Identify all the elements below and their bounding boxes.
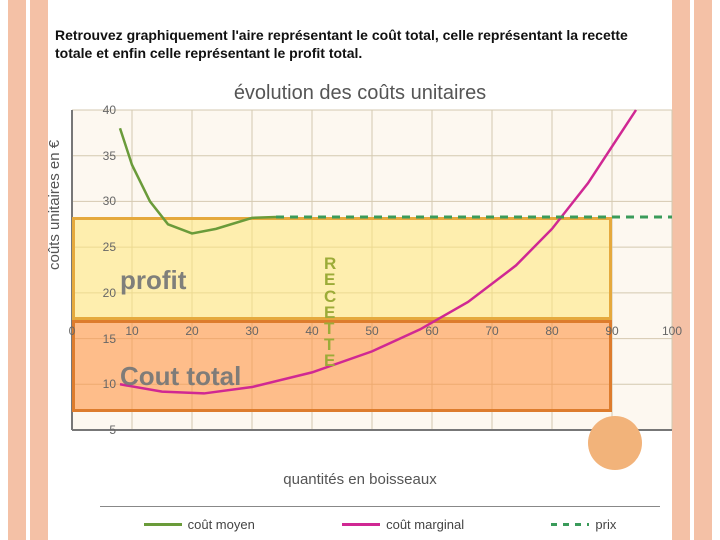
profit-label: profit — [120, 265, 186, 296]
x-axis-label: quantités en boisseaux — [0, 471, 720, 488]
legend-swatch — [551, 523, 589, 526]
x-tick: 50 — [365, 324, 378, 338]
y-tick: 30 — [103, 194, 116, 208]
x-tick: 10 — [125, 324, 138, 338]
legend-item: coût moyen — [144, 517, 255, 532]
legend-swatch — [144, 523, 182, 526]
cost-label: Cout total — [120, 361, 241, 392]
y-tick: 5 — [109, 423, 116, 437]
y-tick: 40 — [103, 103, 116, 117]
x-tick: 80 — [545, 324, 558, 338]
legend-label: prix — [595, 517, 616, 532]
chart-area: profit Cout total RECETTE — [72, 110, 672, 430]
y-tick: 25 — [103, 240, 116, 254]
legend-item: prix — [551, 517, 616, 532]
instruction-text: Retrouvez graphiquement l'aire représent… — [55, 26, 665, 62]
x-tick: 30 — [245, 324, 258, 338]
y-tick: 10 — [103, 377, 116, 391]
legend-label: coût marginal — [386, 517, 464, 532]
x-tick: 40 — [305, 324, 318, 338]
y-axis-label: coûts unitaires en € — [46, 140, 63, 270]
decor-stripe — [694, 0, 712, 540]
x-tick: 100 — [662, 324, 682, 338]
decor-stripe — [672, 0, 690, 540]
x-tick: 0 — [69, 324, 76, 338]
x-tick: 20 — [185, 324, 198, 338]
decor-circle-icon — [588, 416, 642, 470]
legend: coût moyen coût marginal prix — [100, 506, 660, 532]
legend-item: coût marginal — [342, 517, 464, 532]
x-tick: 90 — [605, 324, 618, 338]
recette-label: RECETTE — [324, 256, 337, 369]
y-tick: 15 — [103, 332, 116, 346]
plot-background: profit Cout total RECETTE — [72, 110, 672, 430]
legend-swatch — [342, 523, 380, 526]
y-tick: 35 — [103, 149, 116, 163]
decor-stripe — [30, 0, 48, 540]
decor-stripe — [8, 0, 26, 540]
x-tick: 70 — [485, 324, 498, 338]
y-tick: 20 — [103, 286, 116, 300]
legend-label: coût moyen — [188, 517, 255, 532]
x-tick: 60 — [425, 324, 438, 338]
chart-title: évolution des coûts unitaires — [0, 82, 720, 105]
